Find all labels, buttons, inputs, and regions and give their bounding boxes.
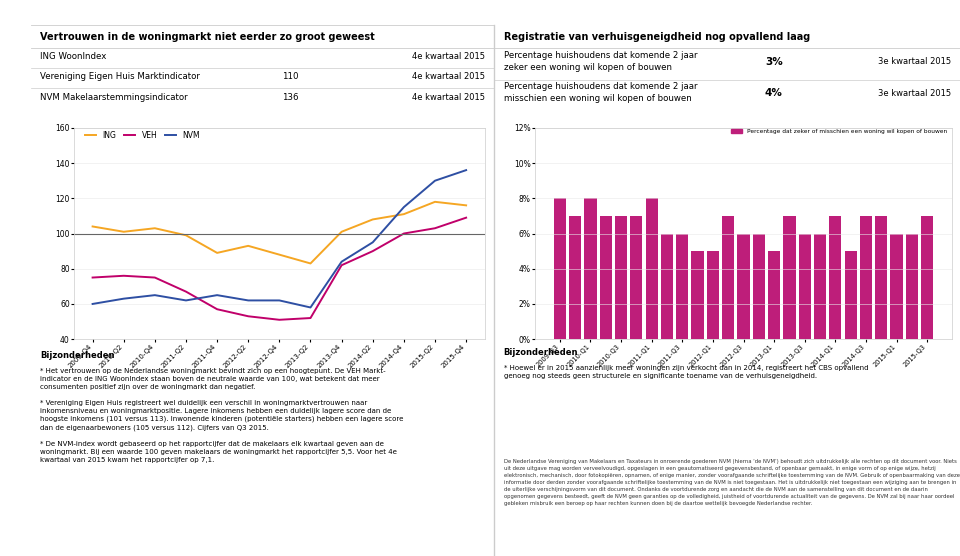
Text: De Nederlandse Vereniging van Makelaars en Taxateurs in onroerende goederen NVM : De Nederlandse Vereniging van Makelaars … <box>504 459 960 506</box>
Bar <box>569 216 581 339</box>
ING <box>274 251 285 258</box>
Bar <box>783 216 796 339</box>
Bar <box>799 234 811 339</box>
VEH <box>180 288 192 295</box>
NVM <box>211 292 223 299</box>
ING <box>304 260 316 267</box>
Text: 136: 136 <box>282 92 299 102</box>
Bar <box>615 216 627 339</box>
Bar <box>585 198 596 339</box>
Bar <box>645 198 658 339</box>
NVM <box>429 177 441 184</box>
ING <box>367 216 378 223</box>
Text: Woningmarkt: Woningmarkt <box>9 234 22 322</box>
Text: Vertrouwen in de woningmarkt niet eerder zo groot geweest: Vertrouwen in de woningmarkt niet eerder… <box>40 32 374 42</box>
Text: 3%: 3% <box>765 57 782 67</box>
Line: VEH: VEH <box>92 217 467 320</box>
NVM <box>304 304 316 311</box>
NVM <box>118 295 130 302</box>
NVM <box>180 297 192 304</box>
Bar <box>860 216 872 339</box>
Text: 4e kwartaal 2015: 4e kwartaal 2015 <box>412 72 485 81</box>
ING <box>86 223 98 230</box>
ING <box>398 211 410 217</box>
Text: Registratie van verhuisgeneigdheid nog opvallend laag: Registratie van verhuisgeneigdheid nog o… <box>504 32 810 42</box>
ING <box>149 225 160 231</box>
NVM <box>398 203 410 210</box>
Bar <box>600 216 612 339</box>
NVM <box>86 301 98 307</box>
Text: NVM Makelaarstemmingsindicator: NVM Makelaarstemmingsindicator <box>40 92 187 102</box>
Bar <box>814 234 827 339</box>
VEH <box>398 230 410 237</box>
Bar <box>876 216 887 339</box>
NVM <box>336 259 348 265</box>
Text: Bijzonderheden: Bijzonderheden <box>504 348 578 357</box>
Text: Bijzonderheden: Bijzonderheden <box>40 351 114 360</box>
NVM <box>243 297 254 304</box>
Text: Vereniging Eigen Huis Marktindicator: Vereniging Eigen Huis Marktindicator <box>40 72 200 81</box>
VEH <box>274 316 285 323</box>
Bar <box>676 234 688 339</box>
VEH <box>367 248 378 255</box>
Bar <box>722 216 734 339</box>
NVM <box>461 167 472 173</box>
Bar <box>631 216 642 339</box>
Line: NVM: NVM <box>92 170 467 307</box>
ING <box>243 242 254 249</box>
Bar <box>691 251 704 339</box>
Text: 110: 110 <box>282 72 299 81</box>
ING <box>461 202 472 208</box>
Text: 3e kwartaal 2015: 3e kwartaal 2015 <box>877 88 950 98</box>
Bar <box>845 251 856 339</box>
Text: Percentage huishoudens dat komende 2 jaar: Percentage huishoudens dat komende 2 jaa… <box>504 51 697 59</box>
ING <box>211 250 223 256</box>
Text: * Het vertrouwen op de Nederlandse woningmarkt bevindt zich op een hoogtepunt. D: * Het vertrouwen op de Nederlandse wonin… <box>40 368 403 463</box>
VEH <box>429 225 441 231</box>
Bar <box>554 198 566 339</box>
Text: 3e kwartaal 2015: 3e kwartaal 2015 <box>877 57 950 67</box>
Text: zeker een woning wil kopen of bouwen: zeker een woning wil kopen of bouwen <box>504 63 672 72</box>
Legend: Percentage dat zeker of misschien een woning wil kopen of bouwen: Percentage dat zeker of misschien een wo… <box>729 127 949 136</box>
Bar <box>660 234 673 339</box>
Text: misschien een woning wil kopen of bouwen: misschien een woning wil kopen of bouwen <box>504 95 691 103</box>
Text: 4e kwartaal 2015: 4e kwartaal 2015 <box>412 52 485 61</box>
Bar <box>737 234 750 339</box>
Text: Percentage huishoudens dat komende 2 jaar: Percentage huishoudens dat komende 2 jaa… <box>504 82 697 91</box>
Text: 4e kwartaal 2015: 4e kwartaal 2015 <box>412 92 485 102</box>
Line: ING: ING <box>92 202 467 264</box>
VEH <box>211 306 223 312</box>
Bar <box>891 234 902 339</box>
ING <box>429 198 441 205</box>
Text: Woningmarktindicatoren: Woningmarktindicatoren <box>176 6 349 19</box>
VEH <box>336 262 348 269</box>
VEH <box>118 272 130 279</box>
Bar <box>707 251 719 339</box>
VEH <box>461 214 472 221</box>
VEH <box>86 274 98 281</box>
ING <box>180 232 192 239</box>
Bar <box>921 216 933 339</box>
VEH <box>243 313 254 320</box>
Bar <box>829 216 842 339</box>
NVM <box>149 292 160 299</box>
ING <box>336 229 348 235</box>
ING <box>118 229 130 235</box>
Bar <box>768 251 780 339</box>
NVM <box>274 297 285 304</box>
Text: Verhuisgeneigdheid: Verhuisgeneigdheid <box>658 6 797 19</box>
Bar <box>906 234 918 339</box>
VEH <box>149 274 160 281</box>
NVM <box>367 239 378 246</box>
Legend: ING, VEH, NVM: ING, VEH, NVM <box>82 127 204 142</box>
Text: 4%: 4% <box>765 88 782 98</box>
VEH <box>304 315 316 321</box>
Bar <box>753 234 765 339</box>
Text: * Hoewel er in 2015 aanzienlijk meer woningen zijn verkocht dan in 2014, registr: * Hoewel er in 2015 aanzienlijk meer won… <box>504 365 868 379</box>
Text: ING WoonIndex: ING WoonIndex <box>40 52 107 61</box>
